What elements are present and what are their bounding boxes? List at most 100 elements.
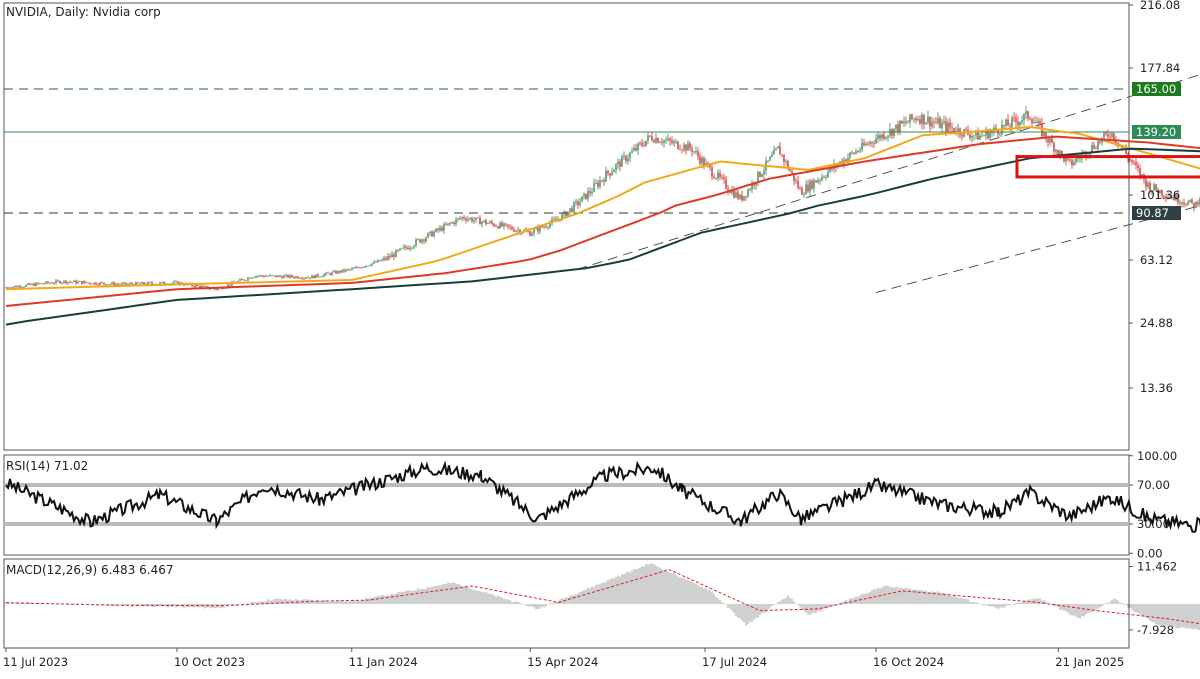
- candle-body: [699, 156, 701, 164]
- candle-body: [1137, 165, 1139, 169]
- candle-body: [915, 118, 917, 121]
- candle-body: [567, 211, 569, 217]
- candle-body: [215, 288, 217, 290]
- candle-body: [1041, 123, 1043, 137]
- candle-body: [299, 278, 301, 280]
- candle-body: [653, 140, 655, 143]
- candle-body: [905, 121, 907, 124]
- candle-body: [315, 274, 317, 279]
- candle-body: [779, 146, 781, 155]
- candle-body: [173, 281, 175, 284]
- candle-body: [1027, 111, 1029, 119]
- candle-body: [973, 135, 975, 137]
- candle-body: [89, 282, 91, 284]
- candle-body: [1135, 162, 1137, 166]
- candle-body: [505, 223, 507, 225]
- candle-body: [921, 114, 923, 124]
- candle-body: [361, 267, 363, 269]
- candle-body: [1149, 183, 1151, 192]
- candle-body: [569, 208, 571, 212]
- candle-body: [785, 161, 787, 163]
- candle-body: [971, 136, 973, 138]
- candle-body: [61, 282, 63, 284]
- candle-body: [411, 247, 413, 249]
- candle-body: [929, 116, 931, 127]
- candle-body: [241, 279, 243, 281]
- candle-body: [1187, 201, 1189, 206]
- candle-body: [881, 134, 883, 139]
- candle-body: [455, 219, 457, 225]
- candle-body: [357, 267, 359, 268]
- rsi-line: [5, 460, 1200, 533]
- candle-body: [775, 148, 777, 150]
- candle-body: [273, 275, 275, 277]
- candle-body: [95, 282, 97, 285]
- candle-body: [889, 129, 891, 136]
- candle-body: [679, 148, 681, 150]
- macd-histogram: [5, 563, 1200, 630]
- candle-body: [815, 180, 817, 183]
- candle-body: [65, 280, 67, 284]
- candle-body: [1015, 117, 1017, 122]
- candle-body: [1069, 158, 1071, 161]
- candle-body: [1077, 158, 1079, 159]
- candle-body: [1185, 204, 1187, 206]
- candle-body: [161, 281, 163, 283]
- candle-body: [1197, 202, 1199, 205]
- candle-body: [33, 283, 35, 286]
- candle-body: [863, 142, 865, 146]
- candle-body: [675, 141, 677, 143]
- candle-body: [433, 231, 435, 237]
- candle-body: [509, 226, 511, 228]
- candle-body: [811, 180, 813, 189]
- candle-body: [331, 272, 333, 275]
- candle-body: [511, 226, 513, 230]
- candle-body: [767, 160, 769, 162]
- candle-body: [439, 227, 441, 231]
- candle-body: [253, 277, 255, 278]
- candle-body: [1103, 132, 1105, 138]
- candle-body: [269, 275, 271, 277]
- candle-body: [373, 261, 375, 264]
- candle-body: [497, 226, 499, 229]
- candle-body: [1129, 158, 1131, 160]
- candle-body: [1057, 150, 1059, 155]
- candle-body: [537, 227, 539, 232]
- candle-body: [205, 285, 207, 287]
- candle-body: [937, 118, 939, 123]
- candle-body: [719, 172, 721, 177]
- candle-body: [909, 114, 911, 123]
- candle-body: [285, 274, 287, 276]
- candle-body: [1193, 202, 1195, 208]
- candle-body: [747, 189, 749, 197]
- candle-body: [989, 133, 991, 139]
- candle-body: [759, 171, 761, 177]
- candle-body: [7, 287, 9, 289]
- candle-body: [1055, 150, 1057, 152]
- candle-body: [427, 233, 429, 238]
- candle-body: [423, 239, 425, 242]
- candle-body: [43, 283, 45, 285]
- candle-body: [991, 130, 993, 134]
- candle-body: [123, 282, 125, 284]
- candle-body: [659, 142, 661, 144]
- candle-body: [883, 134, 885, 139]
- candle-body: [351, 268, 353, 270]
- candle-body: [395, 250, 397, 257]
- candle-body: [367, 265, 369, 267]
- candle-body: [605, 170, 607, 182]
- candle-body: [1181, 202, 1183, 204]
- candle-body: [37, 283, 39, 284]
- candle-body: [313, 275, 315, 279]
- candle-body: [471, 218, 473, 222]
- candle-body: [959, 128, 961, 135]
- candle-body: [247, 277, 249, 281]
- candle-body: [1195, 202, 1197, 208]
- candle-body: [431, 231, 433, 237]
- price-badge-label-1: 139.20: [1136, 125, 1176, 139]
- candle-body: [1151, 190, 1153, 192]
- candle-body: [127, 284, 129, 285]
- candle-body: [51, 282, 53, 284]
- candle-body: [91, 283, 93, 285]
